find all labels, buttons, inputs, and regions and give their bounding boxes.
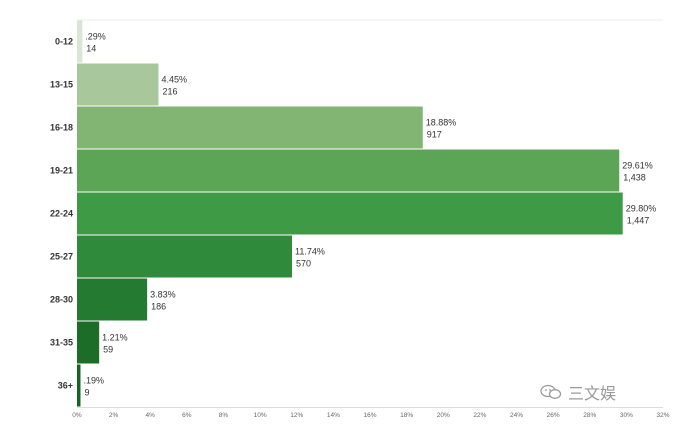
x-tick-label: 14% — [327, 412, 340, 419]
percent-label: 18.88% — [426, 118, 457, 128]
watermark-text: 三文娱 — [568, 386, 617, 403]
category-label: 31-35 — [50, 338, 73, 348]
category-label: 16-18 — [50, 123, 73, 133]
x-tick-label: 32% — [656, 412, 669, 419]
percent-label: 1.21% — [102, 333, 128, 343]
category-labels-group: 0-12 13-15 16-18 19-21 22-24 25-27 28-30 31-35 3… — [50, 37, 73, 391]
count-label: 186 — [151, 302, 166, 312]
percent-label: 3.83% — [150, 290, 176, 300]
x-tick-label: 6% — [182, 412, 192, 419]
count-label: 59 — [103, 345, 113, 355]
bar-16-18 — [77, 106, 423, 149]
count-label: 1,438 — [623, 173, 646, 183]
bar-0-12 — [77, 20, 83, 63]
category-label: 25-27 — [50, 252, 73, 262]
x-tick-labels-group: 0% 2% 4% 6% 8% 10% 12% 14% 16% 18% 20% 22% 24% 26% 28%… — [72, 412, 669, 419]
bar-28-30 — [77, 278, 148, 321]
bar-25-27 — [77, 235, 292, 278]
count-label: 570 — [296, 259, 311, 269]
count-label: 1,447 — [627, 216, 650, 226]
count-label: 216 — [162, 87, 177, 97]
category-label: 19-21 — [50, 166, 73, 176]
x-tick-label: 2% — [109, 412, 119, 419]
x-tick-label: 22% — [473, 412, 486, 419]
x-tick-label: 26% — [547, 412, 560, 419]
x-tick-label: 4% — [146, 412, 156, 419]
x-tick-label: 8% — [219, 412, 229, 419]
bar-13-15 — [77, 63, 159, 106]
bar-19-21 — [77, 149, 620, 192]
x-tick-label: 10% — [254, 412, 267, 419]
x-tick-label: 12% — [290, 412, 303, 419]
x-tick-label: 18% — [400, 412, 413, 419]
category-label: 28-30 — [50, 295, 73, 305]
percent-label: 29.80% — [626, 204, 657, 214]
x-tick-label: 20% — [437, 412, 450, 419]
category-label: 13-15 — [50, 80, 73, 90]
x-tick-label: 16% — [363, 412, 376, 419]
bar-31-35 — [77, 321, 100, 364]
x-tick-label: 30% — [620, 412, 633, 419]
x-tick-label: 24% — [510, 412, 523, 419]
x-tick-label: 28% — [583, 412, 596, 419]
percent-label: .19% — [83, 376, 104, 386]
value-labels-group: .29% 14 4.45% 216 18.88% 917 29.61% 1,438 29.80%… — [83, 32, 656, 398]
x-tick-label: 0% — [72, 412, 82, 419]
percent-label: .29% — [85, 32, 106, 42]
bars-group — [77, 20, 623, 407]
wechat-icon — [540, 384, 562, 399]
category-label: 22-24 — [50, 209, 73, 219]
category-label: 0-12 — [55, 37, 73, 47]
count-label: 14 — [86, 44, 96, 54]
category-label: 36+ — [58, 381, 73, 391]
watermark: 三文娱 — [540, 380, 616, 404]
percent-label: 4.45% — [161, 75, 187, 85]
percent-label: 11.74% — [295, 247, 325, 257]
bar-36+ — [77, 364, 81, 407]
count-label: 917 — [427, 130, 442, 140]
percent-label: 29.61% — [622, 161, 653, 171]
count-label: 9 — [84, 388, 89, 398]
bar-22-24 — [77, 192, 623, 235]
